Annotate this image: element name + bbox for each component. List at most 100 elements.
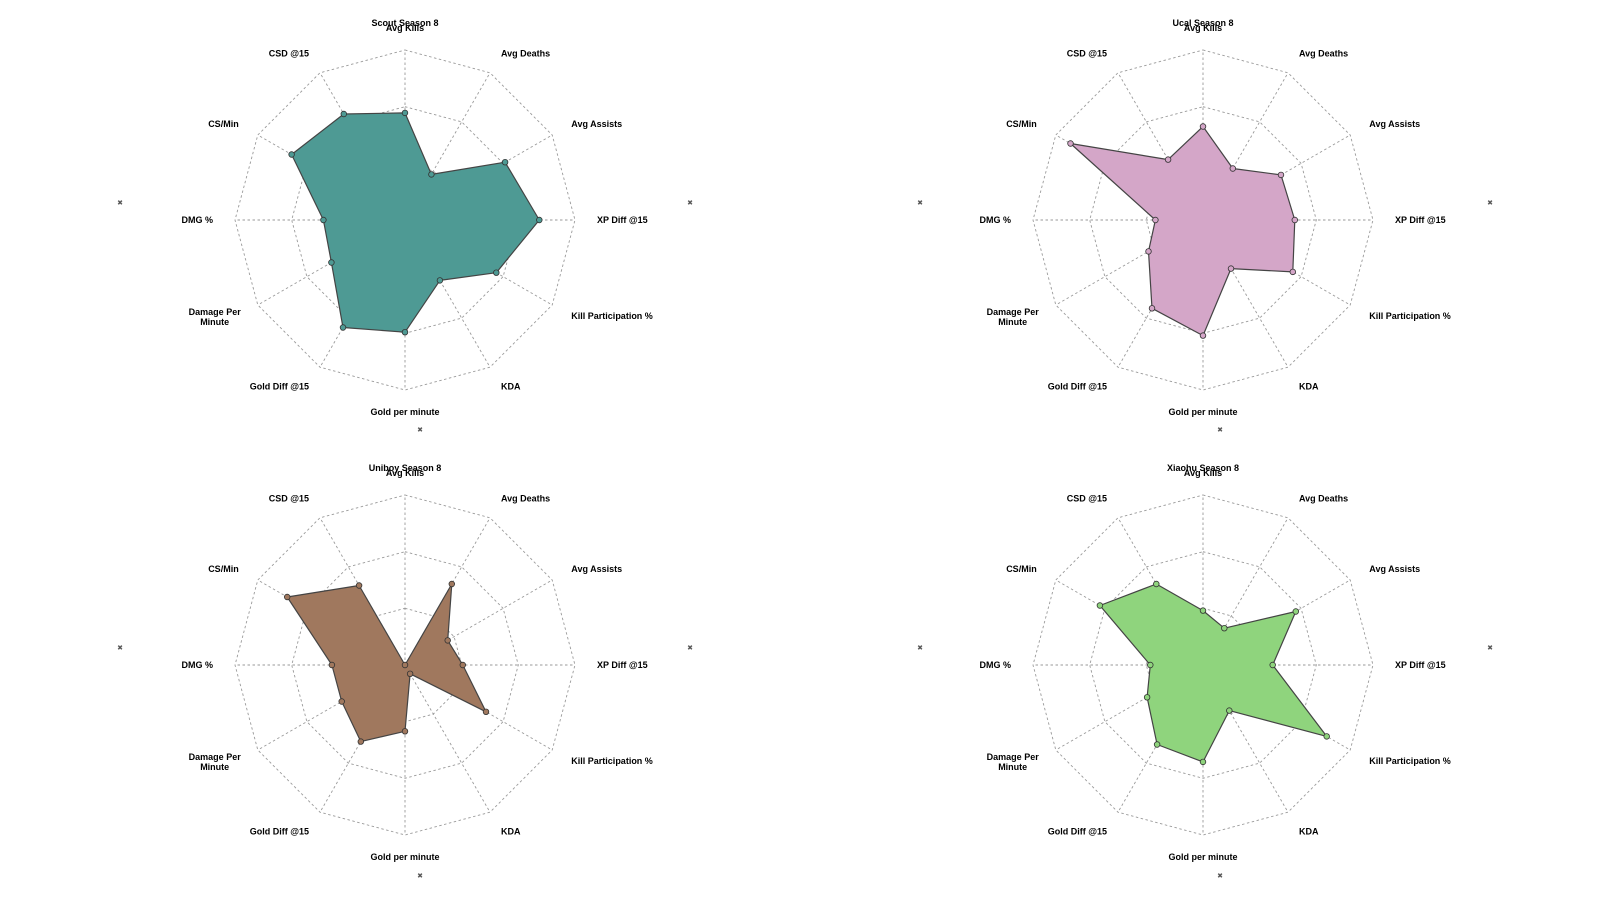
data-point-avg-deaths <box>1221 625 1228 632</box>
axis-label-gold-per-minute: Gold per minute <box>370 852 439 862</box>
data-point-avg-assists <box>1277 171 1285 179</box>
axis-spoke <box>257 134 406 221</box>
chart-title: Xiaohu Season 8 <box>1167 463 1239 473</box>
radar-chart-xiaohu-season-8: Avg Kills Avg Deaths Avg Assists XP Diff @1… <box>917 463 1493 880</box>
axis-spoke <box>1055 664 1204 751</box>
radar-chart-ucal-season-8: Avg Kills Avg Deaths Avg Assists XP Diff @1… <box>917 18 1493 434</box>
data-point-gold-per-minute <box>401 329 409 336</box>
axis-label-gold-diff-15: Gold Diff @15 <box>1048 826 1107 836</box>
chart-title: Ucal Season 8 <box>1172 18 1233 28</box>
data-point-xp-diff-15 <box>1269 661 1276 669</box>
axis-label-gold-per-minute: Gold per minute <box>1168 407 1237 417</box>
data-point-gold-diff-15 <box>357 738 364 745</box>
data-point-dmg <box>1152 216 1159 224</box>
data-point-csd-15 <box>355 582 363 589</box>
axis-spoke <box>1202 134 1351 221</box>
axis-spoke <box>404 72 491 221</box>
axis-spoke <box>1202 517 1289 666</box>
axis-label-avg-kills: Avg Kills <box>386 468 424 478</box>
axis-label-kill-participation: Kill Participation % <box>1369 311 1451 321</box>
data-point-avg-deaths <box>448 580 455 588</box>
axis-label-damage-per-minute: Damage Per Minute <box>189 307 242 327</box>
data-point-dmg <box>328 661 336 669</box>
data-point-avg-kills <box>1199 123 1207 130</box>
data-point-gold-per-minute <box>1199 332 1207 339</box>
axis-spoke <box>1055 579 1204 666</box>
axis-label-avg-kills: Avg Kills <box>1184 468 1222 478</box>
axis-spoke <box>1055 219 1204 306</box>
axis-label-csd-15: CSD @15 <box>1067 494 1107 504</box>
marker-icon: ✖ <box>1487 645 1493 652</box>
data-point-kda <box>436 277 444 284</box>
axis-label-xp-diff-15: XP Diff @15 <box>597 215 648 225</box>
data-point-avg-deaths <box>1229 165 1236 172</box>
axis-spoke <box>404 579 553 666</box>
grid-ring <box>1032 49 1374 391</box>
axis-label-xp-diff-15: XP Diff @15 <box>1395 660 1446 670</box>
axis-label-gold-diff-15: Gold Diff @15 <box>1048 381 1107 391</box>
data-point-avg-assists <box>1292 608 1299 615</box>
data-point-kill-participation <box>1323 733 1330 740</box>
axis-spoke <box>1202 579 1351 666</box>
axis-spoke <box>404 517 491 666</box>
data-point-gold-diff-15 <box>339 324 347 331</box>
axis-label-dmg: DMG % <box>182 215 214 225</box>
grid-ring <box>234 494 576 836</box>
axis-spoke <box>319 219 406 368</box>
data-point-csd-15 <box>1153 580 1160 588</box>
data-point-avg-kills <box>1199 607 1207 614</box>
axis-label-damage-per-minute: Damage Per Minute <box>987 307 1040 327</box>
marker-icon: ✖ <box>117 200 123 207</box>
data-area <box>1069 125 1296 337</box>
data-area <box>286 583 487 743</box>
axis-label-dmg: DMG % <box>182 660 214 670</box>
axis-label-kill-participation: Kill Participation % <box>571 756 653 766</box>
data-point-avg-assists <box>501 158 509 166</box>
data-point-csd-15 <box>1164 156 1172 163</box>
data-point-avg-kills <box>401 109 409 117</box>
axis-label-cs-min: CS/Min <box>1006 119 1037 129</box>
marker-icon: ✖ <box>1217 873 1223 880</box>
data-point-gold-per-minute <box>401 728 409 735</box>
axis-spoke <box>257 219 406 306</box>
axis-spoke <box>404 664 491 813</box>
axis-label-gold-per-minute: Gold per minute <box>1168 852 1237 862</box>
axis-label-kda: KDA <box>1299 826 1319 836</box>
axis-label-xp-diff-15: XP Diff @15 <box>1395 215 1446 225</box>
data-point-damage-per-minute <box>1143 694 1151 701</box>
axis-spoke <box>1117 664 1204 813</box>
axis-label-damage-per-minute: Damage Per Minute <box>987 752 1040 772</box>
chart-title: Scout Season 8 <box>371 18 438 28</box>
axis-label-xp-diff-15: XP Diff @15 <box>597 660 648 670</box>
axis-label-avg-assists: Avg Assists <box>571 564 622 574</box>
data-point-gold-per-minute <box>1199 758 1207 766</box>
marker-icon: ✖ <box>917 200 923 207</box>
data-area <box>291 112 540 333</box>
data-point-damage-per-minute <box>328 259 335 266</box>
axis-label-csd-15: CSD @15 <box>1067 49 1107 59</box>
data-point-damage-per-minute <box>338 698 345 705</box>
axis-spoke <box>319 517 406 666</box>
axis-spoke <box>1117 219 1204 368</box>
marker-icon: ✖ <box>687 645 693 652</box>
axis-label-kill-participation: Kill Participation % <box>1369 756 1451 766</box>
axis-label-avg-deaths: Avg Deaths <box>1299 49 1348 59</box>
axis-label-kda: KDA <box>1299 381 1319 391</box>
axis-label-avg-kills: Avg Kills <box>1184 23 1222 33</box>
data-point-kill-participation <box>493 269 500 276</box>
axis-spoke <box>404 219 491 368</box>
data-point-dmg <box>320 216 327 224</box>
axis-label-gold-per-minute: Gold per minute <box>370 407 439 417</box>
marker-icon: ✖ <box>1487 200 1493 207</box>
data-point-avg-assists <box>444 637 451 644</box>
axis-spoke <box>319 72 406 221</box>
data-point-kda <box>1226 707 1233 714</box>
axis-spoke <box>404 219 553 306</box>
marker-icon: ✖ <box>417 873 423 880</box>
grid-ring <box>234 49 576 391</box>
axis-label-avg-deaths: Avg Deaths <box>501 49 550 59</box>
axis-label-avg-kills: Avg Kills <box>386 23 424 33</box>
axis-label-dmg: DMG % <box>980 660 1012 670</box>
axis-label-kda: KDA <box>501 826 521 836</box>
